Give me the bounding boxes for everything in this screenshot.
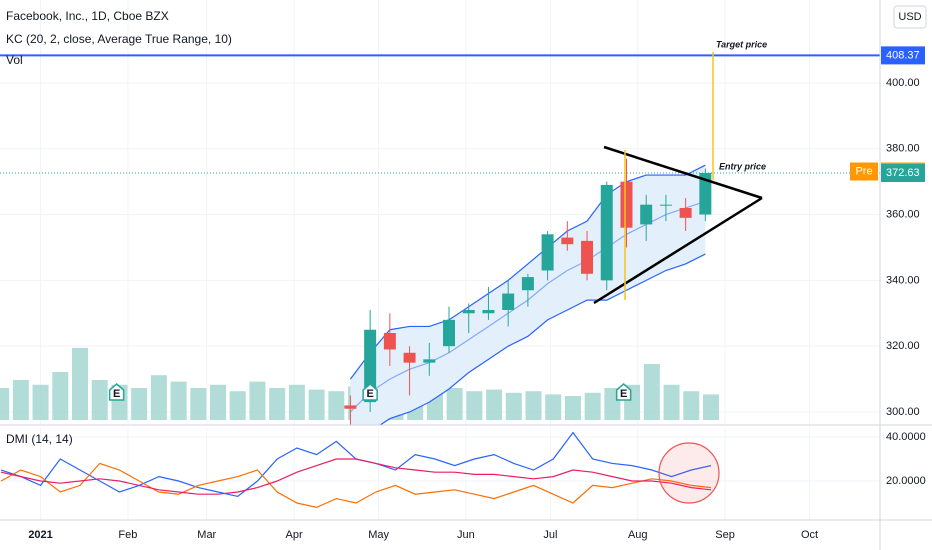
volume-bar <box>52 372 69 420</box>
volume-bar <box>150 375 167 420</box>
volume-bar <box>564 396 581 420</box>
candle-body <box>462 309 475 314</box>
x-tick-label: Mar <box>197 529 216 541</box>
price-pane <box>0 0 880 425</box>
candle-body <box>344 405 357 409</box>
volume-bar <box>505 392 522 420</box>
volume-bar <box>91 380 108 420</box>
x-tick-label: Sep <box>715 529 735 541</box>
candle-body <box>502 293 515 310</box>
candle-body <box>600 184 613 281</box>
candle-body <box>482 309 495 314</box>
candle-body <box>541 234 554 271</box>
y-tick-label: 340.00 <box>886 274 920 286</box>
y-tick-label: 380.00 <box>886 143 920 155</box>
volume-bar <box>249 381 266 420</box>
volume-bar <box>683 391 700 420</box>
pre-tag <box>850 162 878 181</box>
earnings-label: E <box>620 388 627 400</box>
x-tick-label: Jun <box>457 529 475 541</box>
triangle-top <box>603 145 763 200</box>
candle-body <box>521 277 534 291</box>
earnings-label: E <box>113 388 120 400</box>
candle-body <box>423 359 436 363</box>
candle-body <box>640 204 653 225</box>
currency-button[interactable] <box>893 5 927 29</box>
candle-body <box>620 181 633 228</box>
volume-bar <box>170 381 187 420</box>
volume-bar <box>131 388 148 420</box>
price-tag-label: 408.37 <box>886 49 920 61</box>
earnings-marker <box>615 383 632 401</box>
y-tick-label: 20.0000 <box>886 475 926 487</box>
x-tick-label: Oct <box>801 529 818 541</box>
dmi-label: DMI (14, 14) <box>6 432 73 446</box>
volume-bar <box>643 364 660 420</box>
y-tick-label: 40.0000 <box>886 431 926 443</box>
candle-body <box>561 237 574 245</box>
volume-bar <box>663 384 680 420</box>
volume-bar <box>0 388 10 420</box>
volume-bar <box>486 389 503 420</box>
x-tick-label: Feb <box>118 529 137 541</box>
price-tag-label: 372.63 <box>886 167 920 179</box>
y-tick-label: 320.00 <box>886 340 920 352</box>
price-tag <box>881 163 925 182</box>
annotation: Target price <box>716 39 767 49</box>
x-tick-label: Apr <box>286 529 303 541</box>
x-tick-label: Jul <box>543 529 557 541</box>
candle-body <box>679 207 692 218</box>
volume-bar <box>545 394 562 420</box>
candle-body <box>659 204 672 206</box>
dmi-pane <box>0 428 880 520</box>
candle-body <box>403 352 416 363</box>
price-tag <box>881 46 925 65</box>
highlight-circle <box>658 442 720 504</box>
volume-bar <box>269 388 286 420</box>
volume-bar <box>32 384 49 420</box>
pre-tag-label: Pre <box>855 165 872 177</box>
triangle-bottom <box>593 196 763 305</box>
volume-bar <box>584 392 601 420</box>
earnings-marker <box>362 383 378 401</box>
dmi-line <box>0 462 712 509</box>
volume-bar <box>190 388 207 420</box>
volume-bar <box>702 394 719 420</box>
volume-bar <box>466 391 483 420</box>
x-tick-label: Aug <box>628 529 648 541</box>
volume-bar <box>328 391 345 420</box>
candle-body <box>581 240 594 274</box>
volume-label: Vol <box>6 53 23 67</box>
dmi-line <box>0 458 712 495</box>
candle-body <box>699 172 712 215</box>
y-tick-label: 400.00 <box>886 77 920 89</box>
volume-bar <box>210 384 227 420</box>
keltner-upper <box>349 164 706 380</box>
currency[interactable]: USD <box>898 11 921 23</box>
volume-bar <box>229 391 246 420</box>
annotation: Entry price <box>719 161 766 171</box>
y-tick-label: 300.00 <box>886 406 920 418</box>
earnings-label: E <box>366 388 373 400</box>
volume-bar <box>12 380 29 420</box>
x-tick-label: May <box>368 529 389 541</box>
y-tick-label: 360.00 <box>886 208 920 220</box>
keltner-lower <box>379 253 706 425</box>
volume-bar <box>308 389 325 420</box>
indicator-label: KC (20, 2, close, Average True Range, 10… <box>6 32 232 46</box>
earnings-marker <box>108 383 125 401</box>
candle-body <box>364 329 377 403</box>
candle-body <box>383 333 396 350</box>
volume-bar <box>446 388 463 420</box>
volume-bar <box>525 391 542 420</box>
candle-body <box>443 319 456 347</box>
x-tick-label: 2021 <box>28 529 52 541</box>
volume-bar <box>72 348 88 420</box>
chart-title: Facebook, Inc., 1D, Cboe BZX <box>6 9 169 23</box>
volume-bar <box>288 384 305 420</box>
